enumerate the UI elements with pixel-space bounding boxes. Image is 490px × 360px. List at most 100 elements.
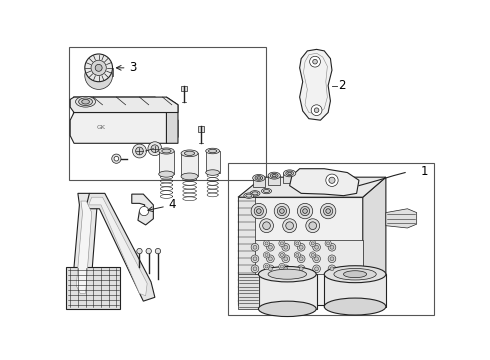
Circle shape: [114, 156, 119, 161]
Text: 3: 3: [117, 61, 137, 74]
Ellipse shape: [324, 298, 386, 315]
Circle shape: [297, 203, 313, 219]
Circle shape: [297, 255, 305, 263]
Ellipse shape: [264, 189, 270, 193]
Circle shape: [328, 255, 336, 263]
Circle shape: [280, 242, 284, 245]
Circle shape: [279, 264, 285, 270]
Circle shape: [91, 60, 106, 76]
Circle shape: [264, 240, 270, 247]
Ellipse shape: [252, 192, 258, 195]
Circle shape: [251, 255, 259, 263]
Ellipse shape: [268, 172, 280, 179]
Polygon shape: [238, 177, 386, 197]
Polygon shape: [238, 239, 363, 274]
Circle shape: [254, 206, 264, 216]
Ellipse shape: [159, 171, 174, 177]
Ellipse shape: [184, 151, 195, 156]
Circle shape: [267, 243, 274, 251]
Circle shape: [132, 144, 147, 158]
Circle shape: [155, 248, 161, 254]
Circle shape: [306, 219, 319, 233]
Ellipse shape: [250, 191, 260, 196]
Circle shape: [251, 265, 259, 273]
Circle shape: [313, 59, 318, 64]
Circle shape: [299, 257, 303, 261]
Polygon shape: [86, 193, 155, 301]
Circle shape: [310, 252, 316, 258]
Ellipse shape: [82, 99, 89, 104]
Circle shape: [297, 265, 305, 273]
Text: GK: GK: [97, 125, 105, 130]
Circle shape: [284, 267, 288, 271]
Ellipse shape: [75, 96, 96, 107]
Ellipse shape: [262, 188, 271, 194]
Ellipse shape: [334, 269, 376, 280]
Circle shape: [277, 206, 287, 216]
Polygon shape: [283, 173, 296, 183]
Ellipse shape: [270, 173, 278, 178]
Circle shape: [264, 264, 270, 270]
Circle shape: [269, 245, 272, 249]
Circle shape: [330, 267, 334, 271]
Circle shape: [85, 62, 113, 89]
Polygon shape: [268, 176, 280, 185]
Circle shape: [325, 240, 331, 247]
Circle shape: [112, 154, 121, 163]
Polygon shape: [76, 201, 92, 293]
Ellipse shape: [283, 170, 296, 177]
Ellipse shape: [181, 150, 198, 157]
Circle shape: [265, 265, 268, 268]
Circle shape: [309, 222, 317, 230]
Circle shape: [299, 267, 303, 271]
Circle shape: [95, 64, 102, 71]
Circle shape: [326, 209, 330, 213]
Ellipse shape: [343, 271, 367, 278]
Circle shape: [282, 255, 290, 263]
Polygon shape: [159, 151, 174, 174]
Circle shape: [303, 209, 307, 213]
Circle shape: [253, 245, 257, 249]
Ellipse shape: [272, 175, 276, 177]
Text: 1: 1: [420, 165, 428, 178]
Polygon shape: [238, 197, 363, 305]
Ellipse shape: [268, 269, 307, 279]
Bar: [228, 163, 435, 315]
Circle shape: [296, 242, 299, 245]
Circle shape: [299, 245, 303, 249]
Circle shape: [320, 203, 336, 219]
Circle shape: [279, 252, 285, 258]
Circle shape: [329, 177, 335, 183]
Circle shape: [282, 243, 290, 251]
Polygon shape: [324, 274, 386, 306]
Circle shape: [313, 243, 320, 251]
Polygon shape: [253, 178, 265, 187]
Circle shape: [294, 252, 300, 258]
Bar: [198, 126, 204, 132]
Circle shape: [315, 267, 318, 271]
Bar: [69, 47, 266, 180]
Circle shape: [328, 265, 336, 273]
Ellipse shape: [206, 170, 220, 175]
Circle shape: [313, 265, 320, 273]
Polygon shape: [132, 194, 153, 225]
Ellipse shape: [324, 266, 386, 283]
Circle shape: [269, 257, 272, 261]
Text: 4: 4: [148, 198, 176, 212]
Polygon shape: [70, 97, 178, 112]
Circle shape: [146, 248, 151, 254]
Ellipse shape: [244, 193, 254, 198]
Circle shape: [330, 257, 334, 261]
Polygon shape: [206, 151, 220, 172]
Polygon shape: [74, 106, 163, 112]
Circle shape: [267, 255, 274, 263]
Ellipse shape: [286, 171, 294, 176]
Circle shape: [253, 267, 257, 271]
Circle shape: [311, 253, 314, 256]
Circle shape: [310, 240, 316, 247]
Circle shape: [314, 108, 319, 112]
Polygon shape: [363, 177, 386, 305]
Ellipse shape: [258, 301, 316, 316]
Circle shape: [313, 255, 320, 263]
Circle shape: [311, 242, 314, 245]
